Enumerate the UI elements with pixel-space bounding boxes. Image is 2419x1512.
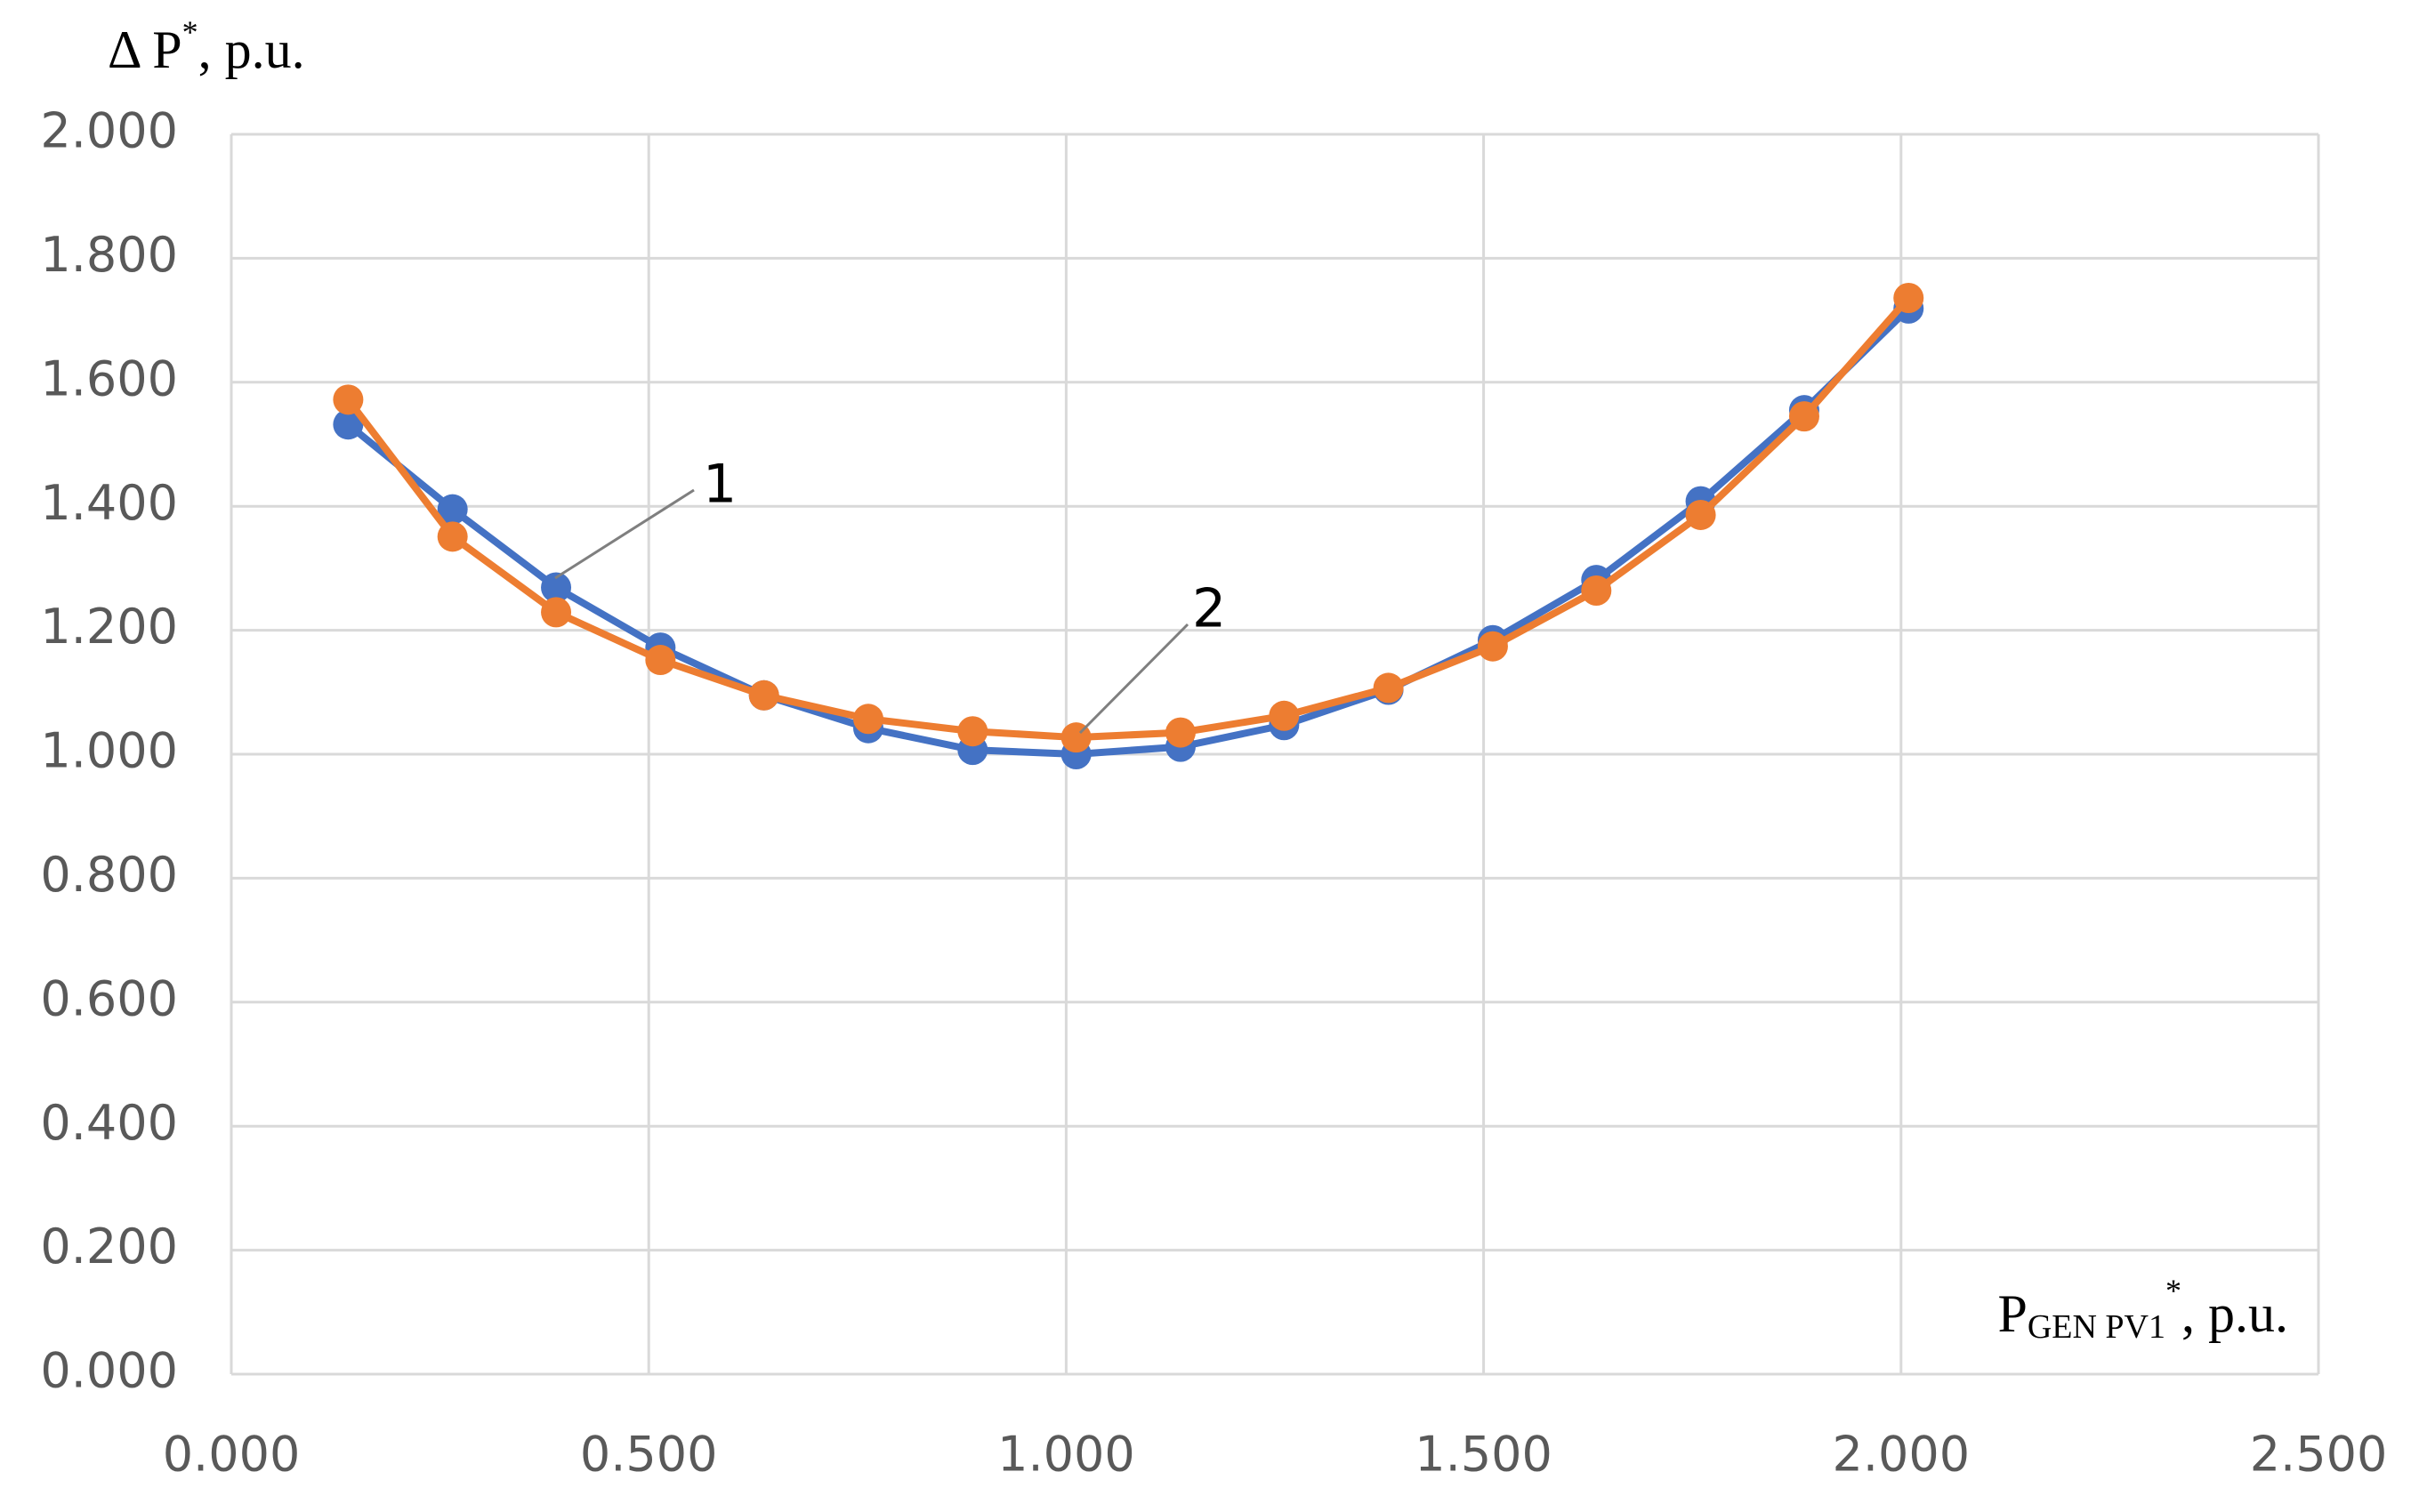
point — [1269, 700, 1300, 731]
point — [1373, 672, 1404, 704]
y-tick-label: 0.200 — [40, 1218, 178, 1275]
series-line — [345, 295, 1912, 742]
y-tick-label: 0.000 — [40, 1343, 178, 1399]
point — [645, 645, 676, 676]
x-tick-label: 2.000 — [1833, 1427, 1971, 1483]
x-label-rest: , p.u. — [2181, 1284, 2288, 1343]
x-tick-label: 1.000 — [997, 1427, 1135, 1483]
x-tick-label: 0.000 — [163, 1427, 301, 1483]
point — [1788, 401, 1819, 432]
point — [541, 572, 572, 603]
point — [541, 597, 572, 628]
point — [852, 704, 883, 735]
point — [1581, 575, 1612, 606]
y-tick-label: 1.400 — [40, 475, 178, 531]
y-tick-label: 2.000 — [40, 103, 178, 159]
y-axis-label: Δ P*, p.u. — [108, 14, 305, 79]
y-tick-label: 0.400 — [40, 1095, 178, 1151]
point — [1685, 499, 1716, 530]
annotation: 1 — [703, 454, 737, 516]
x-label-base: P — [1997, 1284, 2027, 1343]
y-tick-label: 0.800 — [40, 847, 178, 903]
x-axis-label: PGEN PV1*, p.u. — [1997, 1273, 2288, 1345]
y-label-rest: , p.u. — [198, 20, 305, 79]
y-label-base: Δ P — [108, 20, 182, 79]
x-tick-label: 1.500 — [1415, 1427, 1552, 1483]
y-tick-label: 1.000 — [40, 723, 178, 779]
point — [437, 521, 468, 552]
annotation: 2 — [1192, 578, 1226, 640]
x-label-sub: GEN PV1 — [2028, 1308, 2165, 1346]
point — [1893, 283, 1924, 314]
y-tick-label: 0.600 — [40, 970, 178, 1026]
y-tick-label: 1.600 — [40, 350, 178, 406]
leader-line — [554, 488, 695, 580]
leader-line — [1078, 623, 1189, 735]
point — [333, 384, 364, 415]
point — [437, 494, 468, 525]
point — [333, 409, 364, 440]
series-line — [345, 305, 1912, 759]
y-tick-label: 1.200 — [40, 599, 178, 655]
y-label-sup: * — [182, 14, 198, 50]
point — [1165, 717, 1196, 748]
x-label-sup: * — [2165, 1273, 2181, 1308]
x-tick-label: 2.500 — [2250, 1427, 2388, 1483]
y-tick-label: 1.800 — [40, 227, 178, 283]
point — [957, 716, 988, 747]
grid — [230, 133, 2320, 1376]
point — [1477, 631, 1508, 662]
point — [748, 680, 779, 711]
x-tick-label: 0.500 — [580, 1427, 718, 1483]
